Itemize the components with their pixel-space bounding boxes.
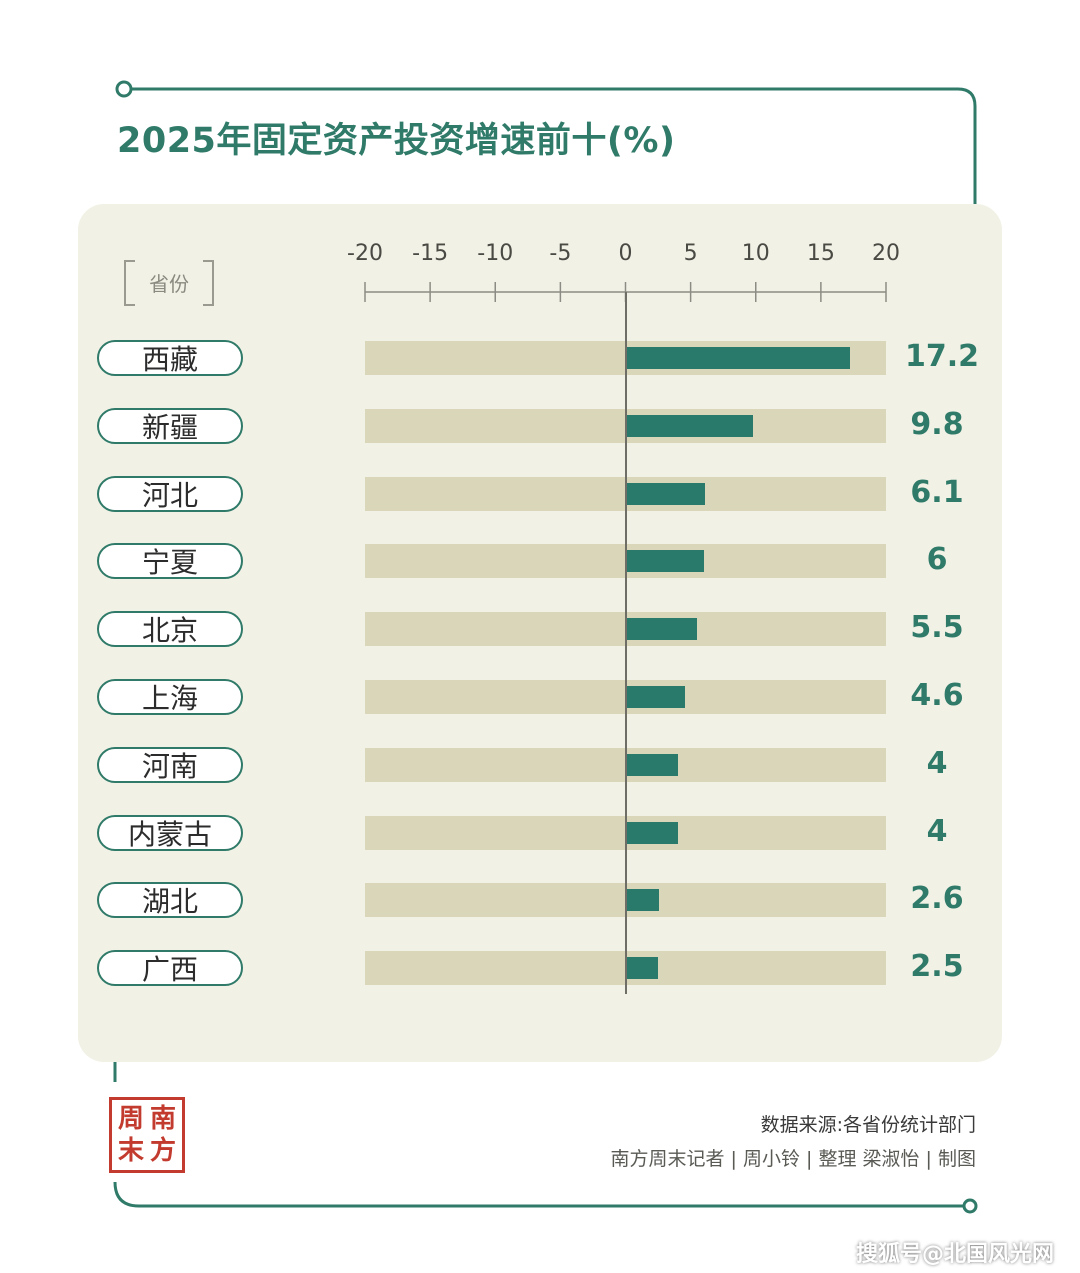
frame-top-line (131, 87, 977, 204)
bar (625, 618, 698, 641)
bar (625, 753, 678, 776)
watermark: 搜狐号@北国风光网 (855, 1242, 1054, 1267)
category-label: 西藏 (97, 340, 243, 376)
value-label: 6.1 (910, 474, 964, 510)
value-label: 4 (926, 745, 948, 781)
value-label: 17.2 (905, 339, 980, 374)
category-label: 河南 (97, 746, 243, 783)
logo-char: 南 (149, 1104, 176, 1134)
logo-char: 周 (117, 1104, 144, 1134)
value-label: 5.5 (910, 610, 964, 646)
bar (625, 347, 850, 369)
category-label: 内蒙古 (97, 814, 243, 851)
logo-char: 末 (117, 1136, 144, 1166)
tick-label: 15 (806, 241, 835, 266)
category-label: 河北 (97, 475, 243, 512)
credits: 南方周末记者 | 周小铃 | 整理 梁淑怡 | 制图 (610, 1148, 976, 1170)
bar (625, 889, 660, 912)
bar (625, 686, 686, 708)
value-label: 2.6 (910, 881, 964, 917)
category-label: 广西 (97, 950, 243, 987)
category-label: 湖北 (97, 882, 243, 919)
chart-title: 2025年固定资产投资增速前十(%) (117, 121, 676, 161)
bar (625, 550, 704, 573)
bar (625, 957, 659, 980)
tick-label: 10 (741, 241, 770, 266)
bar (625, 414, 754, 437)
data-source: 数据来源:各省份统计部门 (760, 1114, 976, 1136)
tick-label: -5 (549, 241, 572, 266)
tick-label: 5 (683, 241, 698, 266)
bar (625, 821, 678, 844)
tick-label: 0 (618, 241, 633, 266)
value-label: 4.6 (910, 678, 964, 713)
frame-bottom-line (113, 1181, 964, 1208)
bar (625, 482, 705, 505)
zero-line (624, 292, 627, 995)
publisher-logo: 周 南 末 方 (109, 1097, 185, 1173)
category-label: 新疆 (97, 407, 243, 444)
tick-label: -20 (347, 241, 383, 266)
category-label: 上海 (97, 679, 243, 715)
logo-char: 方 (149, 1136, 176, 1166)
value-label: 9.8 (910, 406, 964, 442)
value-label: 4 (926, 813, 948, 849)
tick-label: 20 (872, 241, 900, 266)
tick-label: -10 (477, 241, 514, 266)
tick-label: -15 (412, 241, 449, 266)
value-label: 6 (926, 542, 948, 578)
category-axis-header: 省份 (124, 260, 214, 306)
category-label: 宁夏 (97, 543, 243, 580)
value-label: 2.5 (910, 949, 964, 985)
category-label: 北京 (97, 611, 243, 648)
frame-bottom-dot (962, 1198, 978, 1214)
